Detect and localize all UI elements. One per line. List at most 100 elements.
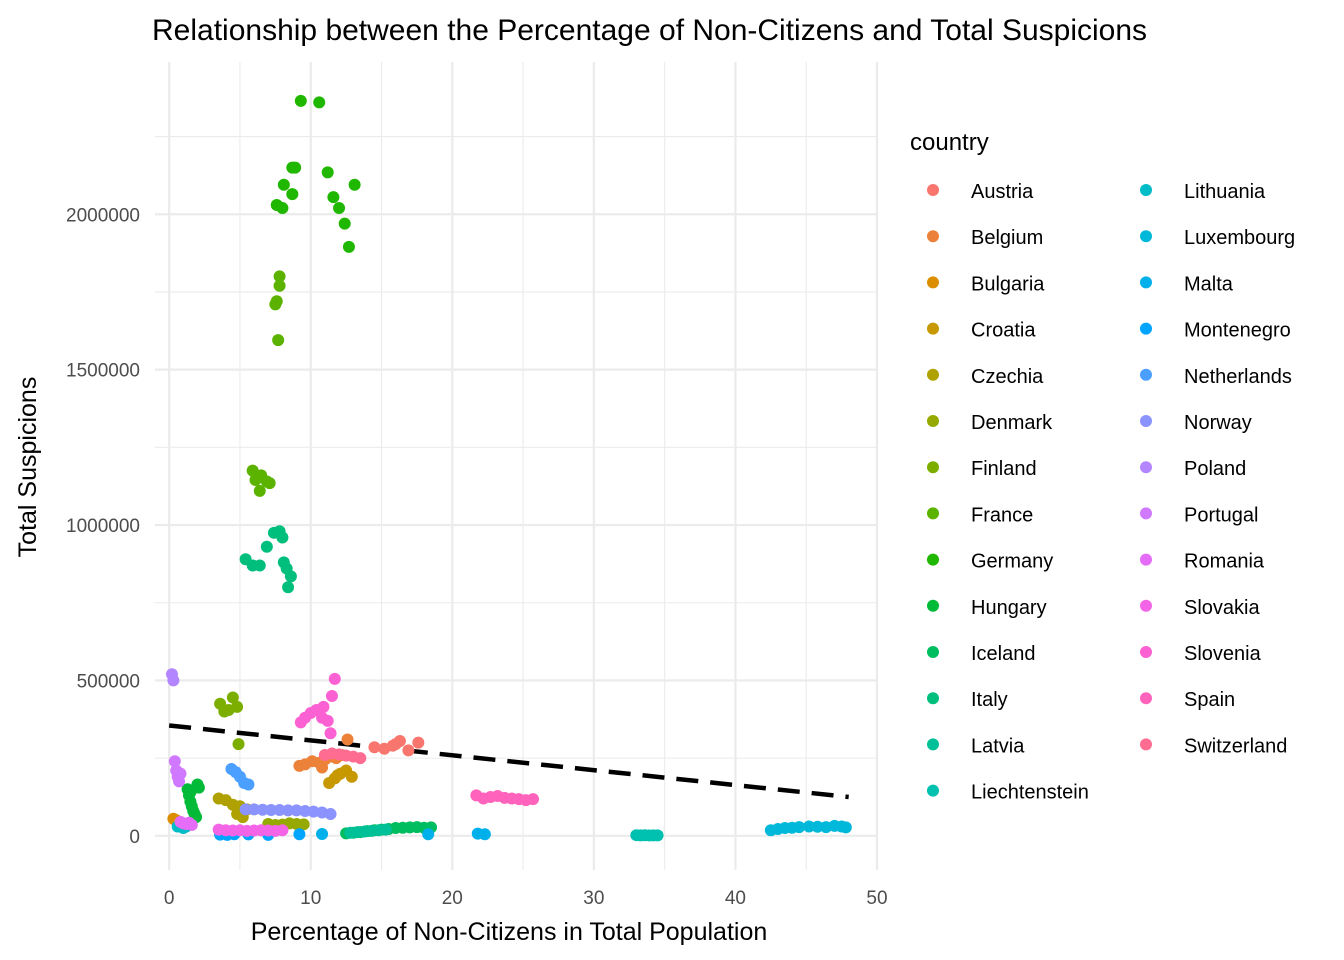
point-austria: [368, 741, 381, 754]
point-norway: [282, 804, 295, 817]
point-slovakia: [276, 824, 289, 837]
legend-key: [927, 230, 939, 243]
x-tick-label: 50: [866, 888, 887, 909]
legend-key: [1140, 692, 1152, 705]
point-norway: [273, 804, 286, 817]
point-italy: [284, 570, 297, 583]
legend-key: [927, 184, 939, 196]
legend-key: [1140, 322, 1152, 335]
legend-label: Spain: [1184, 689, 1235, 711]
point-romania: [185, 818, 198, 831]
point-germany: [286, 188, 299, 201]
legend-label: Slovakia: [1184, 597, 1260, 619]
legend-label: Denmark: [971, 412, 1053, 434]
legend-key: [927, 553, 939, 566]
legend-key: [1140, 507, 1152, 520]
point-croatia: [331, 769, 344, 782]
legend-key: [1140, 553, 1152, 566]
gridlines: [155, 62, 879, 870]
point-slovenia: [321, 714, 334, 727]
point-denmark: [297, 818, 310, 831]
point-croatia: [345, 770, 358, 783]
legend-label: Croatia: [971, 320, 1036, 342]
point-france: [273, 270, 286, 283]
legend-key: [927, 599, 939, 612]
x-axis-ticks: 0 10 20 30 40 50: [164, 888, 888, 909]
point-austria: [412, 736, 425, 749]
point-malta: [422, 828, 435, 841]
point-france: [270, 295, 283, 308]
point-norway: [324, 808, 337, 821]
point-germany: [333, 202, 346, 215]
point-hungary: [184, 786, 197, 799]
chart-title: Relationship between the Percentage of N…: [152, 14, 1147, 47]
point-germany: [277, 178, 290, 191]
y-tick-label: 1500000: [66, 361, 140, 382]
y-axis-title: Total Suspicions: [14, 377, 42, 558]
legend-label: Liechtenstein: [971, 782, 1089, 804]
point-germany: [294, 94, 307, 107]
legend-label: Netherlands: [1184, 366, 1292, 388]
point-belgium: [341, 733, 354, 746]
legend-label: France: [971, 504, 1033, 526]
point-finland: [232, 738, 245, 751]
legend-key: [927, 738, 939, 751]
point-slovenia: [325, 689, 338, 702]
point-luxembourg: [839, 821, 852, 834]
point-italy: [276, 531, 289, 544]
point-luxembourg: [803, 820, 816, 833]
y-axis-ticks: 0 500000 1000000 1500000 2000000: [66, 205, 140, 848]
legend-key: [1140, 415, 1152, 427]
point-germany: [321, 166, 334, 179]
legend-key: [1140, 599, 1152, 612]
legend-label: Finland: [971, 458, 1037, 480]
y-tick-label: 1000000: [66, 516, 140, 537]
legend-key: [927, 507, 939, 520]
legend-key: [927, 461, 939, 474]
legend-label: Switzerland: [1184, 735, 1287, 757]
data-points: [165, 94, 852, 842]
x-tick-label: 40: [725, 888, 746, 909]
point-germany: [342, 240, 355, 253]
legend-label: Germany: [971, 551, 1053, 573]
legend-label: Slovenia: [1184, 643, 1262, 665]
point-slovenia: [328, 672, 341, 685]
legend-key: [1140, 646, 1152, 658]
legend-label: Latvia: [971, 735, 1025, 757]
legend-key: [927, 646, 939, 658]
legend-key: [927, 784, 939, 797]
point-france: [272, 334, 285, 347]
point-malta: [478, 828, 491, 841]
legend-label: Belgium: [971, 227, 1043, 249]
point-italy: [282, 581, 295, 594]
legend-key: [927, 692, 939, 705]
legend-label: Lithuania: [1184, 181, 1266, 203]
trend-line: [168, 723, 849, 800]
point-germany: [313, 96, 326, 109]
point-germany: [338, 217, 351, 230]
point-germany: [327, 191, 340, 204]
legend-label: Romania: [1184, 551, 1265, 573]
point-austria: [402, 744, 415, 757]
legend-key: [927, 276, 939, 289]
point-poland: [167, 674, 180, 687]
x-tick-label: 10: [300, 888, 321, 909]
legend-key: [1140, 738, 1152, 751]
point-norway: [265, 804, 278, 817]
legend-key: [927, 415, 939, 427]
point-germany: [276, 202, 289, 215]
point-belgium: [316, 761, 329, 774]
point-malta: [316, 827, 329, 840]
legend-label: Luxembourg: [1184, 227, 1295, 249]
point-norway: [256, 803, 269, 816]
y-tick-label: 2000000: [66, 205, 140, 226]
legend-label: Czechia: [971, 366, 1044, 388]
point-austria: [389, 738, 402, 751]
point-france: [273, 279, 286, 292]
legend-key: [927, 322, 939, 335]
legend-label: Austria: [971, 181, 1034, 203]
x-tick-label: 20: [442, 888, 463, 909]
legend-label: Bulgaria: [971, 273, 1045, 295]
point-spain: [526, 793, 539, 806]
legend-label: Portugal: [1184, 504, 1259, 526]
